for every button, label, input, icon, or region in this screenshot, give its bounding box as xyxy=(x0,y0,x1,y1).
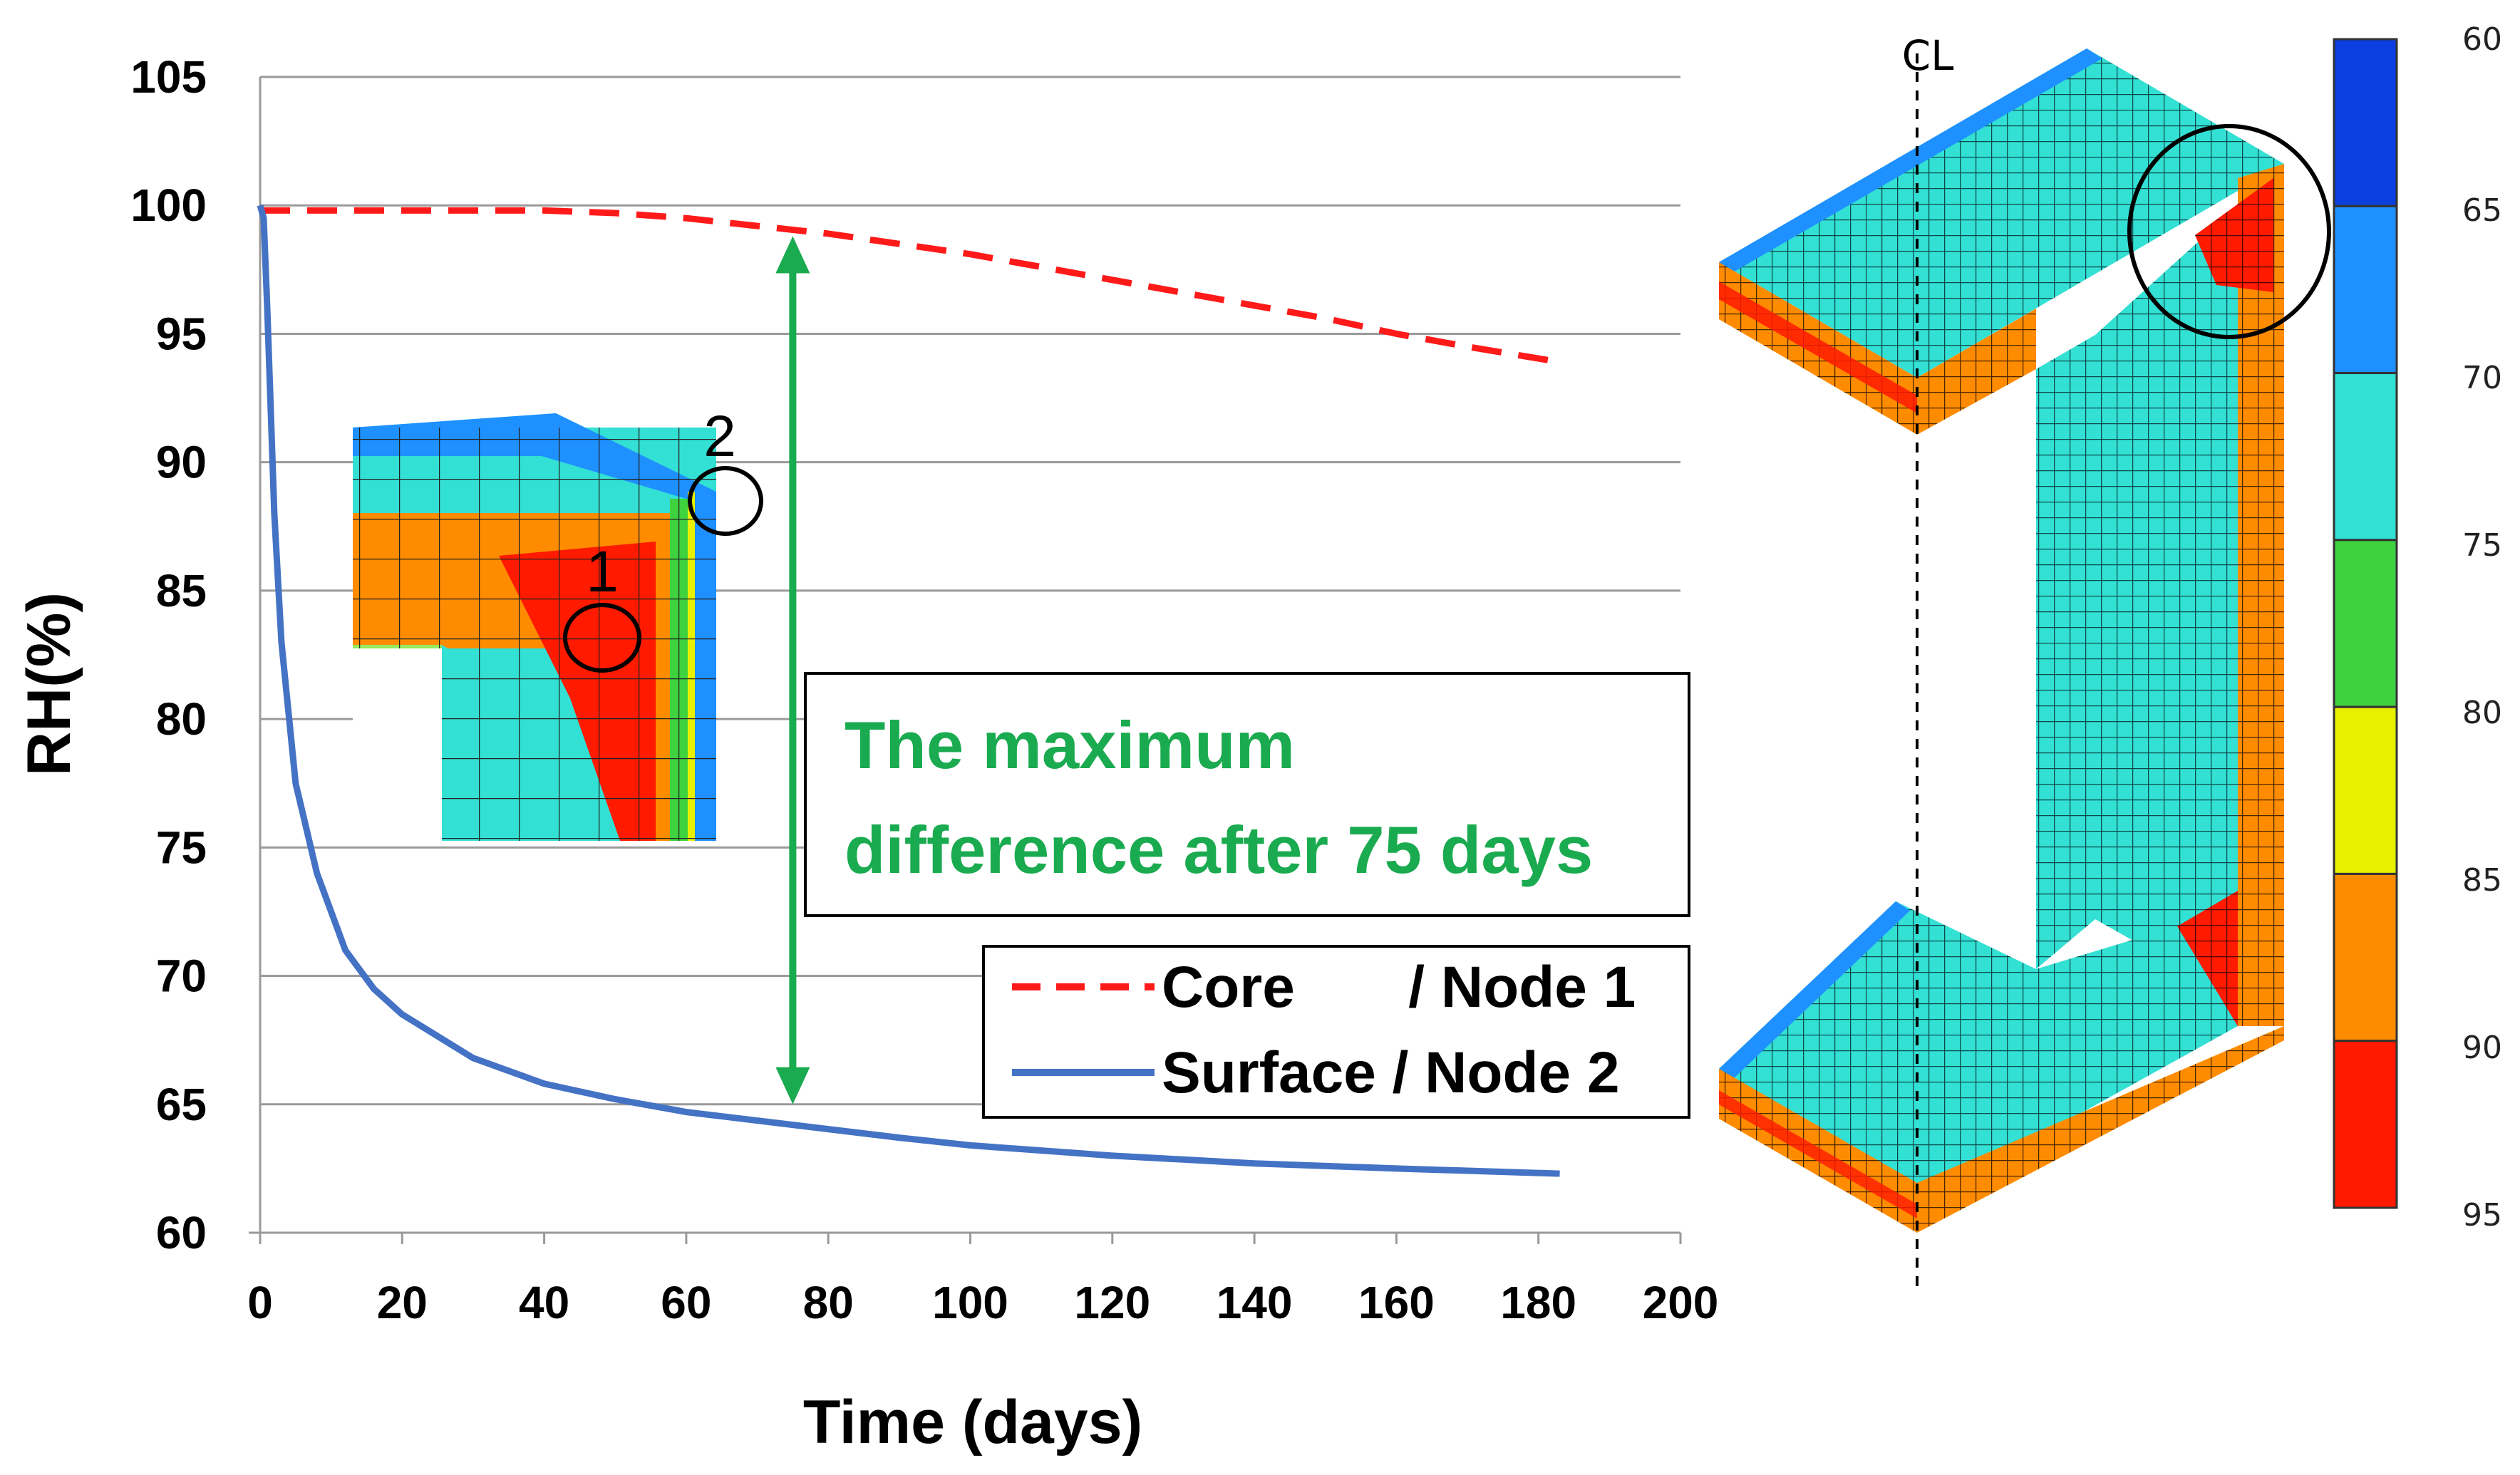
colorbar-label: 70 xyxy=(2462,360,2502,396)
colorbar-label: 60 xyxy=(2462,21,2502,58)
node-1-marker xyxy=(563,603,641,673)
colorbar-label: 95 xyxy=(2462,1197,2502,1233)
y-tick-label: 95 xyxy=(156,308,207,359)
colorbar-swatch xyxy=(2333,872,2398,1042)
core-node-1-line xyxy=(260,207,1561,366)
colorbar-label: 85 xyxy=(2462,862,2502,899)
x-tick-label: 120 xyxy=(1074,1277,1150,1328)
x-tick-labels: 0 20 40 60 80 100 120 140 160 180 200 xyxy=(247,1277,1718,1328)
y-tick-label: 100 xyxy=(130,180,207,231)
channel-model-image xyxy=(1719,48,2284,1233)
x-tick-label: 160 xyxy=(1358,1277,1435,1328)
x-tick-label: 200 xyxy=(1643,1277,1719,1328)
colorbar-swatch xyxy=(2333,1040,2398,1209)
colorbar-label: 90 xyxy=(2462,1030,2502,1066)
x-tick-label: 60 xyxy=(661,1277,711,1328)
colorbar-swatch xyxy=(2333,372,2398,542)
legend-surface-label: Surface / Node 2 xyxy=(1162,1040,1620,1105)
colorbar-swatch xyxy=(2333,205,2398,375)
annotation-line-2: difference after 75 days xyxy=(845,812,1593,887)
colorbar-swatch xyxy=(2333,38,2398,207)
surface-node-2-line xyxy=(257,204,1560,1177)
legend-core-label: Core / Node 1 xyxy=(1162,955,1636,1020)
x-tick-label: 140 xyxy=(1217,1277,1293,1328)
legend-box xyxy=(982,945,1690,1119)
x-tick-label: 180 xyxy=(1500,1277,1576,1328)
x-tick-label: 0 xyxy=(247,1277,273,1328)
legend: Core / Node 1 Surface / Node 2 xyxy=(982,945,1690,1119)
x-tick-label: 100 xyxy=(932,1277,1008,1328)
x-tick-label: 20 xyxy=(377,1277,428,1328)
colorbar-swatch xyxy=(2333,539,2398,708)
arrow-head-up xyxy=(775,236,810,274)
axes xyxy=(249,77,1682,1244)
y-tick-label: 65 xyxy=(156,1079,207,1130)
annotation-line-1: The maximum xyxy=(845,708,1295,782)
x-axis-title: Time (days) xyxy=(803,1388,1142,1456)
y-tick-label: 60 xyxy=(156,1207,207,1258)
y-tick-label: 75 xyxy=(156,822,207,873)
y-tick-label: 70 xyxy=(156,951,207,1002)
inset-mesh-image xyxy=(353,413,716,841)
colorbar-swatch xyxy=(2333,705,2398,875)
colorbar-label: 65 xyxy=(2462,192,2502,229)
y-tick-label: 105 xyxy=(130,51,207,103)
colorbar: 60 65 70 75 80 85 90 95 xyxy=(2333,21,2502,1233)
x-tick-label: 80 xyxy=(803,1277,854,1328)
colorbar-label: 80 xyxy=(2462,695,2502,731)
colorbar-label: 75 xyxy=(2462,527,2502,564)
node-1-label: 1 xyxy=(586,539,619,604)
node-2-label: 2 xyxy=(703,404,736,469)
y-tick-label: 85 xyxy=(156,565,207,616)
difference-arrow xyxy=(775,236,810,1104)
x-tick-label: 40 xyxy=(519,1277,569,1328)
node-2-marker xyxy=(688,466,763,536)
y-tick-label: 90 xyxy=(156,437,207,488)
arrow-head-down xyxy=(775,1067,810,1104)
corner-highlight-circle xyxy=(2127,124,2331,339)
centerline-label: CL xyxy=(1902,31,1954,80)
annotation-box xyxy=(804,672,1690,917)
data-series xyxy=(257,204,1561,1177)
y-tick-labels: 60 65 70 75 80 85 90 95 100 105 xyxy=(130,51,207,1258)
y-axis-title: RH(%) xyxy=(15,592,83,776)
y-tick-label: 80 xyxy=(156,693,207,745)
